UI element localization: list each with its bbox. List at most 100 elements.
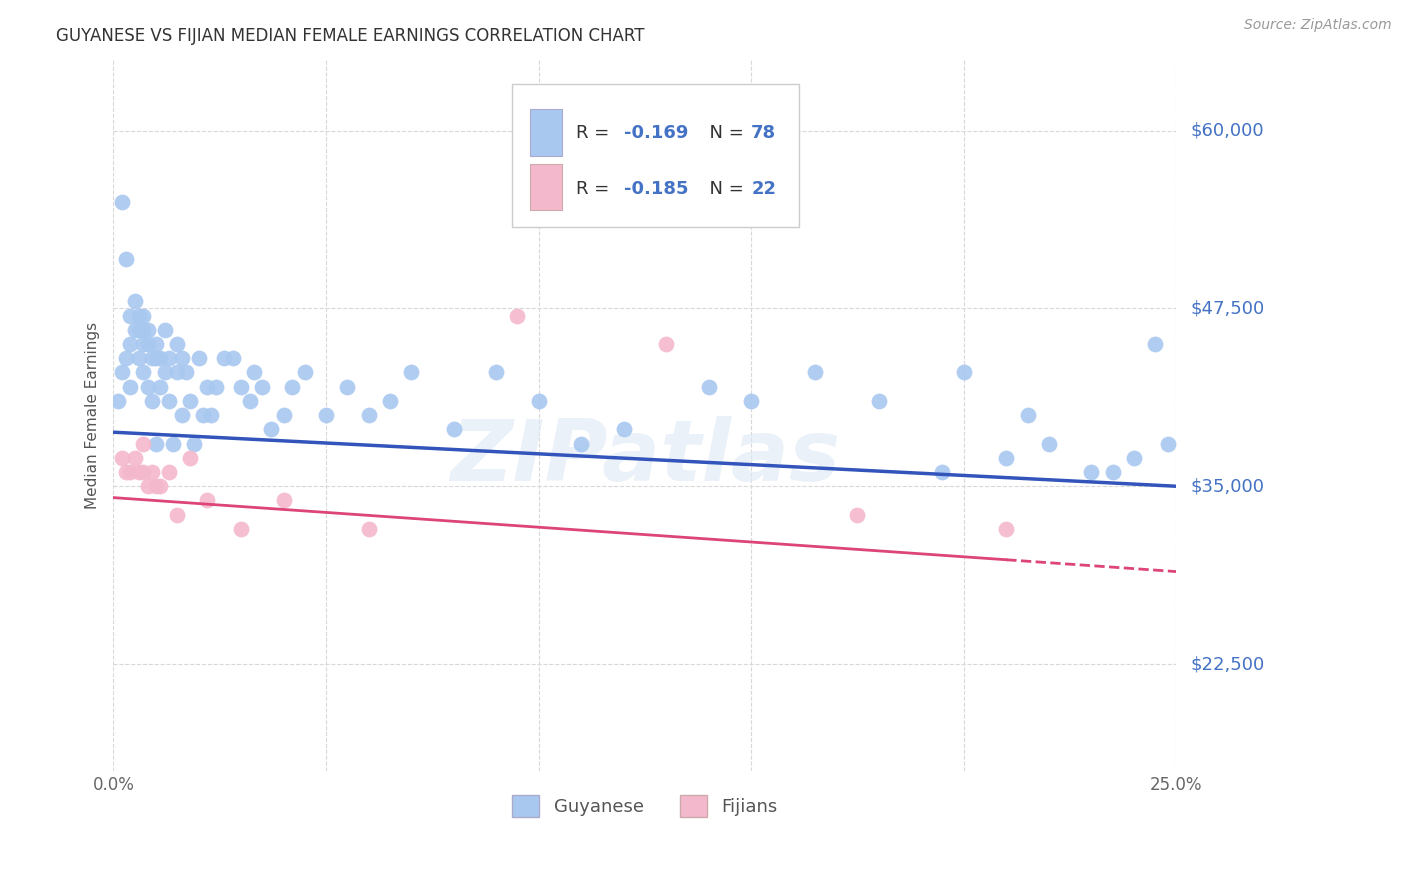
Point [221, 351, 243, 366]
Point [443, 422, 465, 436]
Point [115, 351, 138, 366]
Point [204, 380, 226, 394]
Point [124, 294, 146, 309]
Point [136, 323, 159, 337]
Point [153, 323, 176, 337]
Point [995, 522, 1018, 536]
Point [1101, 465, 1123, 479]
Point [315, 408, 337, 422]
Point [1144, 337, 1167, 351]
FancyBboxPatch shape [530, 110, 562, 155]
Point [120, 309, 142, 323]
Point [183, 436, 205, 450]
Point [145, 479, 167, 493]
Y-axis label: Median Female Earnings: Median Female Earnings [86, 322, 100, 508]
Text: 78: 78 [751, 124, 776, 142]
Text: $35,000: $35,000 [1191, 477, 1264, 495]
Point [111, 194, 134, 209]
Point [166, 337, 188, 351]
Point [141, 465, 163, 479]
Point [252, 380, 274, 394]
Point [229, 380, 252, 394]
Text: GUYANESE VS FIJIAN MEDIAN FEMALE EARNINGS CORRELATION CHART: GUYANESE VS FIJIAN MEDIAN FEMALE EARNING… [56, 27, 645, 45]
FancyBboxPatch shape [530, 164, 562, 211]
Text: N =: N = [697, 124, 749, 142]
Text: -0.169: -0.169 [624, 124, 688, 142]
Text: 22: 22 [751, 180, 776, 198]
Point [179, 393, 201, 408]
Point [149, 351, 172, 366]
Text: R =: R = [576, 180, 614, 198]
Point [1080, 465, 1102, 479]
Point [655, 337, 678, 351]
Point [132, 337, 155, 351]
Point [273, 408, 295, 422]
Point [124, 323, 146, 337]
Text: $22,500: $22,500 [1191, 655, 1264, 673]
Point [115, 252, 138, 266]
Point [128, 323, 150, 337]
Point [1038, 436, 1060, 450]
Text: $60,000: $60,000 [1191, 121, 1264, 140]
Point [145, 337, 167, 351]
Point [846, 508, 869, 522]
Point [1122, 450, 1144, 465]
Point [613, 422, 636, 436]
Point [229, 522, 252, 536]
Legend: Guyanese, Fijians: Guyanese, Fijians [503, 786, 786, 826]
FancyBboxPatch shape [512, 85, 799, 227]
Point [136, 380, 159, 394]
Point [132, 323, 155, 337]
Point [187, 351, 209, 366]
Point [107, 393, 129, 408]
Point [191, 408, 214, 422]
Point [195, 493, 218, 508]
Point [527, 393, 550, 408]
Point [569, 436, 592, 450]
Point [179, 450, 201, 465]
Text: ZIPatlas: ZIPatlas [450, 417, 839, 500]
Point [273, 493, 295, 508]
Point [740, 393, 762, 408]
Point [336, 380, 359, 394]
Point [174, 366, 197, 380]
Point [128, 465, 150, 479]
Point [136, 479, 159, 493]
Point [868, 393, 890, 408]
Point [212, 351, 235, 366]
Point [170, 351, 193, 366]
Point [153, 366, 176, 380]
Point [485, 366, 508, 380]
Point [132, 465, 155, 479]
Point [141, 393, 163, 408]
Point [166, 366, 188, 380]
Point [170, 408, 193, 422]
Point [149, 479, 172, 493]
Point [162, 436, 184, 450]
Text: R =: R = [576, 124, 614, 142]
Point [243, 366, 266, 380]
Point [200, 408, 222, 422]
Point [149, 380, 172, 394]
Point [357, 408, 380, 422]
Point [124, 450, 146, 465]
Point [1157, 436, 1180, 450]
Point [931, 465, 953, 479]
Point [115, 465, 138, 479]
Point [157, 465, 180, 479]
Point [136, 337, 159, 351]
Point [128, 351, 150, 366]
Point [120, 337, 142, 351]
Point [281, 380, 304, 394]
Point [132, 436, 155, 450]
Point [145, 436, 167, 450]
Point [141, 351, 163, 366]
Text: -0.185: -0.185 [624, 180, 688, 198]
Text: $47,500: $47,500 [1191, 300, 1264, 318]
Point [697, 380, 720, 394]
Text: N =: N = [697, 180, 749, 198]
Text: Source: ZipAtlas.com: Source: ZipAtlas.com [1244, 18, 1392, 32]
Point [399, 366, 422, 380]
Point [294, 366, 316, 380]
Point [145, 351, 167, 366]
